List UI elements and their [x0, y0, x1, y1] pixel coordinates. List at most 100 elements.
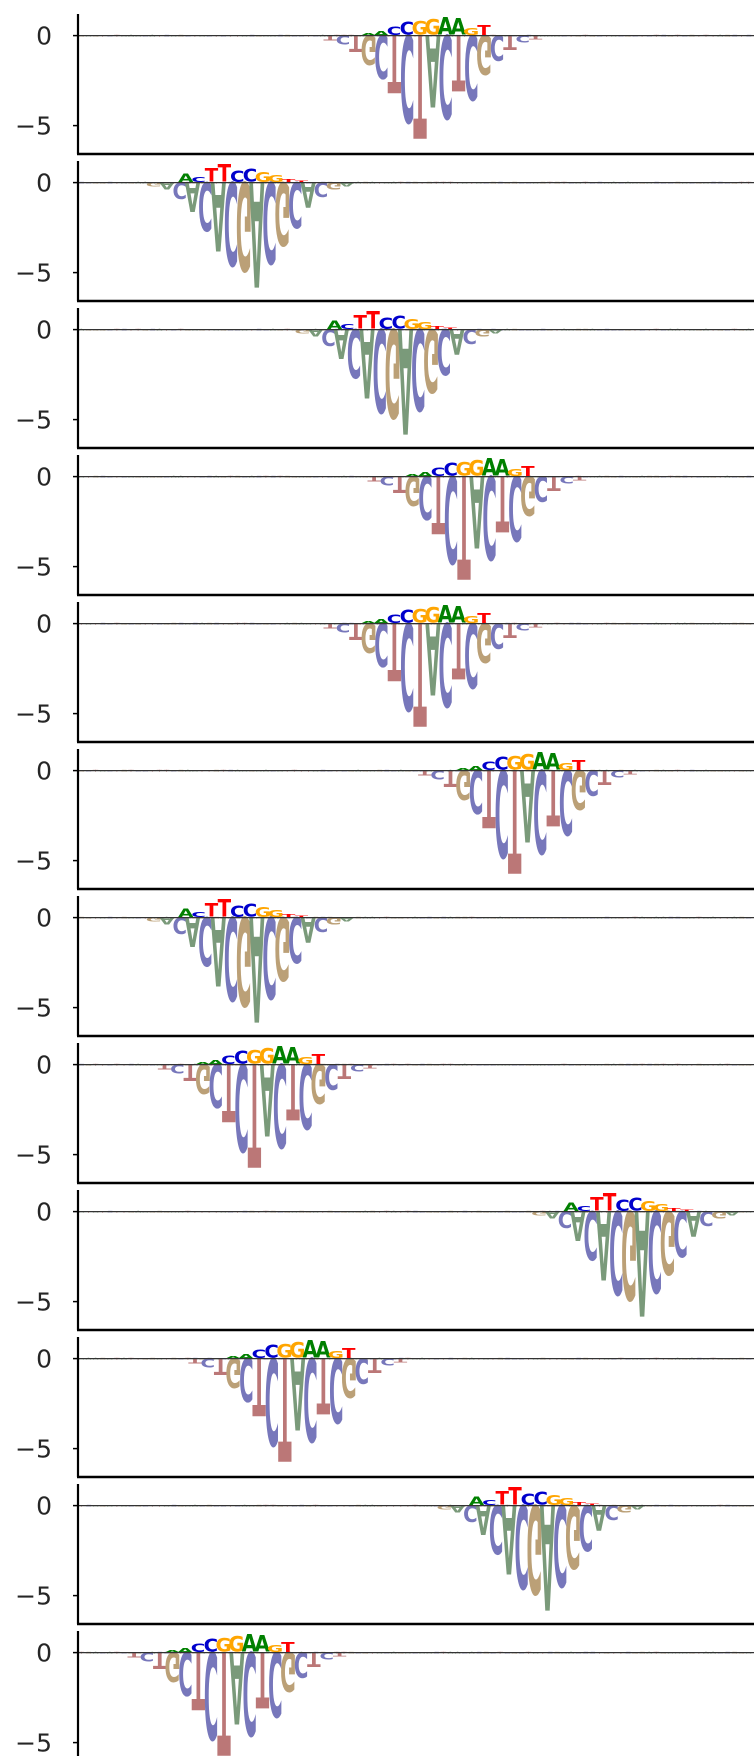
negative-letter: G: [476, 610, 492, 674]
negative-letter: C: [262, 891, 277, 1021]
motif-letter: A: [495, 454, 511, 480]
negative-letter: T: [158, 1063, 173, 1072]
negative-letter: T: [457, 443, 470, 608]
motif-letter: C: [521, 1490, 535, 1509]
motif-letter: T: [281, 1640, 295, 1656]
negative-letter: A: [260, 1041, 275, 1156]
negative-letter: C: [604, 1501, 618, 1524]
negative-letter: G: [527, 1476, 543, 1618]
negative-letter: T: [573, 475, 587, 481]
motif-letter: C: [221, 1054, 236, 1067]
negative-letter: G: [405, 466, 421, 512]
negative-letter: A: [634, 1177, 649, 1344]
y-tick-label: 0: [36, 169, 52, 198]
motif-letter: C: [387, 613, 402, 626]
motif-letter: G: [456, 458, 472, 480]
motif-letter: G: [403, 317, 419, 333]
negative-letter: A: [249, 148, 264, 315]
negative-letter: A: [449, 321, 464, 362]
motif-letter: T: [282, 914, 296, 919]
negative-letter: T: [256, 1633, 270, 1722]
negative-letter: G: [341, 1345, 357, 1409]
negative-letter: C: [559, 749, 574, 853]
negative-letter: C: [350, 1062, 364, 1074]
negative-letter: G: [236, 888, 252, 1030]
motif-letter: A: [208, 1059, 224, 1066]
motif-letter: C: [243, 167, 258, 187]
motif-letter: C: [482, 1498, 496, 1507]
motif-letter: T: [443, 327, 457, 330]
negative-letter: C: [380, 1356, 394, 1368]
negative-letter: T: [248, 1031, 261, 1196]
negative-letter: T: [388, 604, 402, 697]
negative-letter: T: [529, 34, 543, 40]
motif-letter: G: [545, 1493, 561, 1509]
y-tick-label: −5: [15, 259, 52, 288]
logo-panel: 0−5AAAGATATTGGATGCTCGCACAATTTCGCCACAGATA…: [15, 1325, 754, 1490]
y-tick-label: −5: [15, 994, 52, 1023]
negative-letter: A: [596, 1188, 611, 1297]
negative-letter: G: [165, 1642, 181, 1688]
motif-letter: G: [463, 614, 479, 626]
motif-letter: C: [191, 175, 205, 184]
negative-letter: A: [398, 295, 413, 462]
negative-letter: A: [290, 1335, 305, 1450]
negative-letter: C: [355, 1350, 370, 1391]
negative-letter: T: [323, 622, 338, 631]
negative-letter: G: [274, 897, 290, 998]
motif-letter: A: [242, 1631, 257, 1658]
y-tick-label: −5: [15, 1582, 52, 1611]
negative-letter: T: [222, 1045, 236, 1138]
negative-letter: A: [488, 328, 504, 334]
negative-letter: T: [307, 1648, 321, 1671]
motif-letter: A: [469, 1495, 485, 1508]
motif-letter: C: [243, 902, 258, 922]
negative-letter: A: [301, 174, 316, 215]
motif-letter: A: [374, 618, 390, 625]
motif-letter: C: [230, 167, 244, 186]
negative-letter: C: [444, 447, 459, 585]
negative-letter: C: [374, 609, 389, 677]
logo-panel: 0−5GGTACTGACTACATTCGGCGAACGAAGGACTTCGCGG…: [15, 883, 754, 1049]
negative-letter: G: [274, 162, 290, 263]
negative-letter: T: [217, 1619, 230, 1756]
negative-letter: A: [211, 894, 226, 1003]
motif-letter: A: [327, 319, 343, 332]
motif-letter: T: [295, 180, 309, 183]
negative-letter: T: [503, 619, 517, 642]
negative-letter: C: [178, 1638, 193, 1706]
negative-letter: A: [334, 319, 350, 365]
negative-letter: T: [367, 475, 382, 484]
negative-letter: G: [385, 300, 401, 442]
motif-letter: A: [361, 620, 376, 624]
negative-letter: C: [553, 1479, 568, 1609]
y-tick-label: 0: [36, 1492, 52, 1521]
motif-letter: G: [297, 1055, 313, 1067]
y-tick-label: 0: [36, 1345, 52, 1374]
motif-letter: C: [264, 1343, 279, 1363]
y-tick-label: −5: [15, 847, 52, 876]
negative-letter: T: [503, 31, 517, 54]
motif-letter: A: [238, 1353, 254, 1360]
motif-letter: A: [255, 1630, 271, 1656]
y-tick-label: 0: [36, 757, 52, 786]
negative-letter: C: [579, 1491, 593, 1564]
negative-letter: C: [198, 901, 213, 980]
motif-letter: A: [361, 32, 376, 36]
negative-letter: C: [336, 33, 351, 47]
motif-letter: C: [444, 461, 459, 481]
negative-letter: C: [464, 602, 479, 706]
negative-letter: G: [520, 463, 536, 527]
negative-letter: G: [295, 328, 311, 334]
negative-letter: A: [359, 306, 374, 415]
negative-letter: C: [490, 27, 505, 68]
y-tick-label: 0: [36, 610, 52, 639]
negative-letter: C: [239, 1344, 254, 1412]
negative-letter: C: [140, 1650, 155, 1664]
negative-letter: C: [288, 903, 302, 976]
motif-letter: G: [216, 1634, 232, 1656]
motif-letter: T: [585, 1503, 599, 1506]
motif-letter: T: [312, 1052, 326, 1068]
negative-letter: T: [452, 604, 466, 693]
negative-letter: G: [660, 1191, 676, 1292]
